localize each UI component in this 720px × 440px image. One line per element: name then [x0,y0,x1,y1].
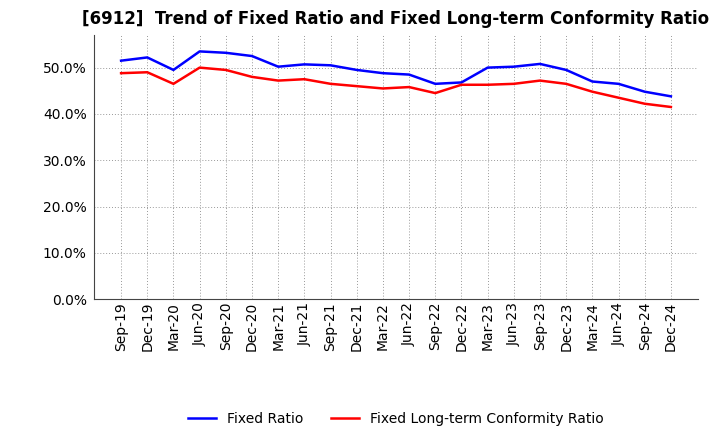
Fixed Long-term Conformity Ratio [352,84,361,89]
Fixed Ratio [117,58,125,63]
Fixed Ratio [510,64,518,70]
Fixed Ratio [300,62,309,67]
Fixed Long-term Conformity Ratio [222,67,230,73]
Fixed Ratio [222,50,230,55]
Fixed Long-term Conformity Ratio [117,70,125,76]
Fixed Long-term Conformity Ratio [248,74,256,80]
Fixed Long-term Conformity Ratio [169,81,178,87]
Line: Fixed Long-term Conformity Ratio: Fixed Long-term Conformity Ratio [121,68,671,107]
Fixed Long-term Conformity Ratio [562,81,570,87]
Fixed Long-term Conformity Ratio [536,78,544,83]
Fixed Ratio [667,94,675,99]
Fixed Ratio [405,72,413,77]
Fixed Ratio [352,67,361,73]
Fixed Ratio [457,80,466,85]
Fixed Ratio [169,67,178,73]
Legend: Fixed Ratio, Fixed Long-term Conformity Ratio: Fixed Ratio, Fixed Long-term Conformity … [183,407,609,432]
Fixed Ratio [562,67,570,73]
Fixed Long-term Conformity Ratio [667,104,675,110]
Fixed Ratio [536,61,544,66]
Fixed Ratio [248,53,256,59]
Fixed Ratio [431,81,440,87]
Fixed Ratio [326,62,335,68]
Fixed Ratio [614,81,623,87]
Fixed Long-term Conformity Ratio [274,78,282,83]
Fixed Long-term Conformity Ratio [483,82,492,88]
Fixed Long-term Conformity Ratio [457,82,466,88]
Fixed Long-term Conformity Ratio [640,101,649,106]
Line: Fixed Ratio: Fixed Ratio [121,51,671,96]
Fixed Long-term Conformity Ratio [588,89,597,94]
Fixed Long-term Conformity Ratio [379,86,387,91]
Fixed Ratio [379,70,387,76]
Fixed Long-term Conformity Ratio [431,91,440,96]
Fixed Ratio [588,79,597,84]
Title: [6912]  Trend of Fixed Ratio and Fixed Long-term Conformity Ratio: [6912] Trend of Fixed Ratio and Fixed Lo… [82,10,710,28]
Fixed Long-term Conformity Ratio [300,77,309,82]
Fixed Long-term Conformity Ratio [510,81,518,87]
Fixed Long-term Conformity Ratio [405,84,413,90]
Fixed Long-term Conformity Ratio [143,70,152,75]
Fixed Long-term Conformity Ratio [614,95,623,100]
Fixed Long-term Conformity Ratio [195,65,204,70]
Fixed Ratio [274,64,282,70]
Fixed Ratio [195,49,204,54]
Fixed Ratio [640,89,649,94]
Fixed Ratio [483,65,492,70]
Fixed Long-term Conformity Ratio [326,81,335,87]
Fixed Ratio [143,55,152,60]
